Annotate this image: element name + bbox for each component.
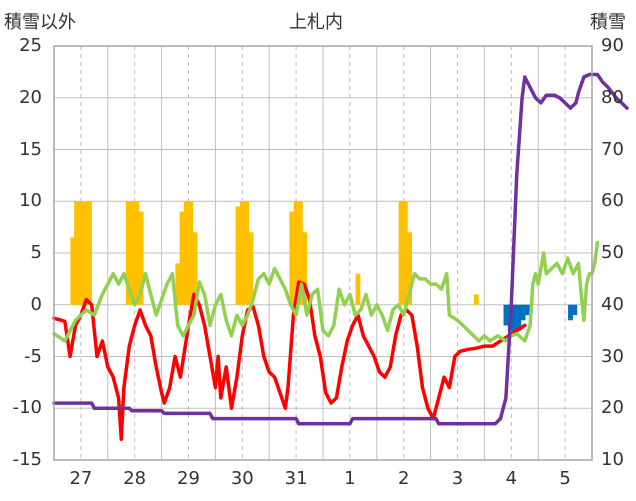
y-tick-left: 0 <box>30 293 42 315</box>
bar <box>473 294 479 305</box>
bar <box>355 273 361 305</box>
series-line-temperature <box>52 280 527 442</box>
right-axis-title: 積雪 <box>590 12 626 33</box>
bar <box>520 304 526 321</box>
bar <box>239 201 245 305</box>
y-tick-left: 5 <box>30 242 42 263</box>
y-tick-left: 25 <box>19 35 42 56</box>
x-tick-label: 4 <box>505 468 518 489</box>
bar <box>70 237 76 305</box>
bar <box>289 211 295 305</box>
y-tick-left: -5 <box>24 345 42 367</box>
bar <box>407 232 413 305</box>
x-tick-label: 5 <box>559 468 571 489</box>
bar <box>188 201 194 305</box>
series-line-other-line <box>52 240 600 343</box>
bar <box>568 304 573 321</box>
y-tick-right: 70 <box>601 138 624 160</box>
y-tick-right: 50 <box>601 242 624 263</box>
y-tick-right: 40 <box>601 293 624 315</box>
x-tick-label: 27 <box>69 468 93 489</box>
y-tick-left: 10 <box>19 190 42 212</box>
bar <box>125 201 131 305</box>
y-tick-right: 90 <box>601 35 624 56</box>
series-line-snow-depth <box>52 72 629 426</box>
bar <box>175 263 181 305</box>
y-tick-right: 10 <box>601 449 624 470</box>
chart-title: 上札内 <box>289 12 343 33</box>
bar <box>183 201 189 305</box>
y-tick-left: 15 <box>19 138 42 160</box>
y-tick-left: -10 <box>12 397 42 419</box>
precipitation-bars <box>70 201 578 334</box>
x-tick-label: 1 <box>344 468 356 489</box>
bar <box>302 232 308 305</box>
bar <box>74 201 79 305</box>
bar <box>512 304 517 334</box>
bar <box>82 201 88 305</box>
x-tick-label: 28 <box>123 468 147 489</box>
x-tick-label: 30 <box>230 468 254 489</box>
bar <box>244 201 250 305</box>
bar <box>78 201 84 305</box>
y-tick-right: 80 <box>601 86 624 108</box>
x-tick-label: 2 <box>397 468 410 489</box>
bar <box>235 206 241 305</box>
bar <box>572 304 578 316</box>
y-tick-right: 30 <box>601 345 624 367</box>
y-tick-right: 60 <box>601 190 624 212</box>
bar <box>516 304 522 331</box>
x-tick-label: 3 <box>451 468 464 489</box>
bar <box>525 304 530 316</box>
bar <box>130 201 135 305</box>
bar <box>179 211 185 305</box>
plot-frame <box>53 45 593 461</box>
y-tick-right: 20 <box>601 397 624 419</box>
left-axis-title: 積雪以外 <box>4 12 76 33</box>
x-tick-label: 31 <box>284 468 308 489</box>
bar <box>87 201 92 305</box>
y-tick-left: 20 <box>19 86 42 108</box>
y-tick-left: -15 <box>12 449 42 470</box>
bar <box>503 304 509 326</box>
bar <box>248 232 254 305</box>
bar <box>293 201 299 305</box>
x-tick-label: 29 <box>177 468 200 489</box>
bar <box>398 201 404 305</box>
bar <box>402 201 408 305</box>
bar <box>298 201 303 305</box>
series-lines <box>52 72 629 442</box>
bar <box>192 232 198 305</box>
bar <box>138 211 144 305</box>
bar <box>134 201 140 305</box>
